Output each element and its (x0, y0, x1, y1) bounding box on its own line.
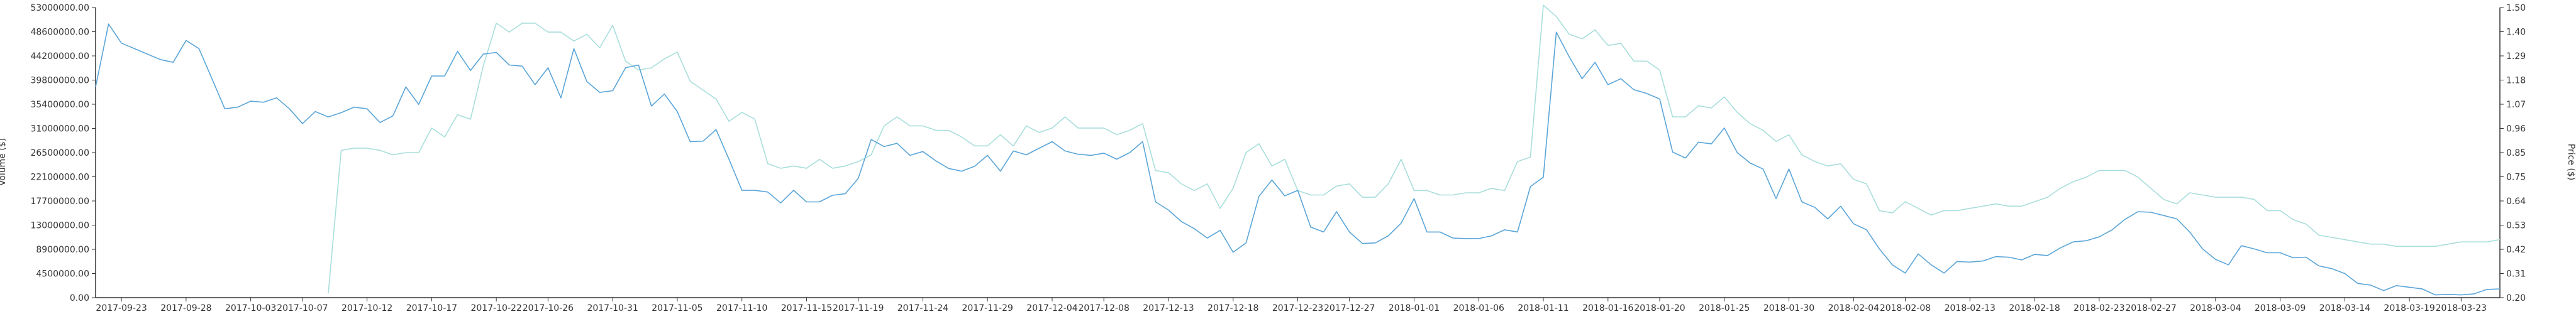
x-tick-label: 2018-03-09 (2255, 303, 2306, 313)
x-tick-label: 2018-02-23 (2074, 303, 2124, 313)
price-series-line (328, 4, 2501, 293)
x-tick-label: 2017-10-12 (341, 303, 392, 313)
x-tick-label: 2018-01-11 (1518, 303, 1568, 313)
x-tick-label: 2017-09-28 (160, 303, 211, 313)
right-tick-label: 1.40 (2506, 28, 2526, 38)
x-tick-label: 2017-12-04 (1026, 303, 1077, 313)
x-tick-label: 2018-02-04 (1828, 303, 1879, 313)
left-tick-label: 0.00 (70, 293, 89, 303)
right-tick-label: 0.85 (2506, 148, 2526, 158)
x-tick-label: 2017-10-22 (470, 303, 521, 313)
x-tick-label: 2017-11-15 (781, 303, 832, 313)
x-tick-label: 2018-03-04 (2190, 303, 2241, 313)
left-tick-label: 44200000.00 (30, 51, 89, 62)
left-tick-label: 39800000.00 (30, 76, 89, 86)
right-tick-label: 0.42 (2506, 245, 2526, 255)
right-tick-label: 0.96 (2506, 124, 2526, 134)
x-tick-label: 2017-12-13 (1143, 303, 1194, 313)
left-tick-label: 53000000.00 (30, 3, 89, 13)
x-tick-label: 2018-02-13 (1945, 303, 1996, 313)
x-tick-label: 2018-03-23 (2436, 303, 2487, 313)
x-tick-label: 2017-12-18 (1208, 303, 1258, 313)
x-tick-label: 2017-11-19 (833, 303, 884, 313)
x-tick-label: 2017-11-05 (652, 303, 702, 313)
left-tick-label: 35400000.00 (30, 100, 89, 110)
x-tick-label: 2018-01-20 (1634, 303, 1685, 313)
right-tick-label: 0.31 (2506, 269, 2526, 279)
x-tick-label: 2017-10-31 (587, 303, 638, 313)
x-tick-label: 2017-11-24 (897, 303, 948, 313)
left-tick-label: 17700000.00 (30, 197, 89, 207)
left-tick-label: 8900000.00 (36, 245, 89, 255)
x-tick-label: 2018-01-16 (1582, 303, 1633, 313)
left-tick-label: 26500000.00 (30, 148, 89, 158)
right-tick-label: 0.20 (2506, 293, 2526, 303)
x-tick-label: 2017-12-27 (1324, 303, 1375, 313)
left-tick-label: 31000000.00 (30, 124, 89, 134)
right-tick-label: 0.64 (2506, 197, 2526, 207)
x-tick-label: 2018-01-30 (1763, 303, 1814, 313)
x-tick-label: 2018-01-01 (1389, 303, 1440, 313)
x-tick-label: 2017-12-08 (1079, 303, 1130, 313)
left-tick-label: 4500000.00 (36, 269, 89, 279)
x-tick-label: 2018-01-06 (1453, 303, 1504, 313)
x-tick-label: 2018-02-08 (1880, 303, 1931, 313)
right-axis-ticks: 0.20 0.31 0.42 0.53 0.64 0.75 0.85 0.96 1.07 1.18… (2500, 3, 2526, 303)
x-tick-label: 2017-10-17 (406, 303, 457, 313)
x-tick-label: 2017-09-23 (96, 303, 147, 313)
right-tick-label: 1.50 (2506, 3, 2526, 13)
right-axis-title: Price ($) (2566, 144, 2576, 180)
x-tick-label: 2018-02-18 (2009, 303, 2060, 313)
x-tick-label: 2017-10-03 (225, 303, 276, 313)
x-tick-label: 2017-11-29 (962, 303, 1013, 313)
left-tick-label: 13000000.00 (30, 221, 89, 231)
left-tick-label: 22100000.00 (30, 173, 89, 183)
axes (95, 8, 2501, 298)
left-tick-label: 48600000.00 (30, 28, 89, 38)
right-tick-label: 1.07 (2506, 100, 2526, 110)
x-axis-ticks: 2017-09-23 2017-09-28 2017-10-03 2017-10-07… (96, 298, 2487, 313)
right-tick-label: 1.29 (2506, 51, 2526, 62)
x-tick-label: 2018-01-25 (1699, 303, 1750, 313)
x-tick-label: 2018-03-19 (2384, 303, 2434, 313)
x-tick-label: 2017-10-07 (277, 303, 328, 313)
left-axis-ticks: 0.00 4500000.00 8900000.00 13000000.00 17700… (30, 3, 96, 303)
series-lines (95, 4, 2501, 296)
right-tick-label: 0.53 (2506, 221, 2526, 231)
right-tick-label: 1.18 (2506, 76, 2526, 86)
x-tick-label: 2018-03-14 (2319, 303, 2370, 313)
x-tick-label: 2017-11-10 (716, 303, 767, 313)
x-tick-label: 2018-02-27 (2125, 303, 2176, 313)
x-tick-label: 2017-12-23 (1272, 303, 1323, 313)
left-axis-title: Volume ($) (0, 138, 8, 186)
volume-series-line (95, 23, 2501, 296)
right-tick-label: 0.75 (2506, 173, 2526, 183)
x-tick-label: 2017-10-26 (523, 303, 574, 313)
